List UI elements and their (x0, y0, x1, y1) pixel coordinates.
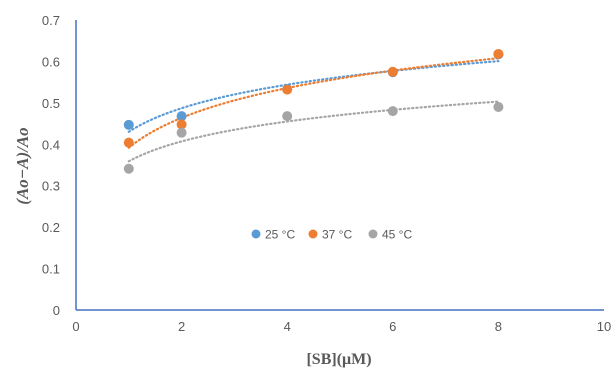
y-axis-title: (Ao−A)/Ao (13, 127, 32, 204)
data-point-series-2 (123, 137, 134, 148)
trendlines (127, 57, 500, 163)
data-point-series-2 (282, 84, 293, 95)
data-point-series-1 (123, 119, 134, 130)
y-tick-label: 0 (53, 303, 60, 318)
data-point-series-3 (123, 163, 134, 174)
data-point-series-2 (387, 66, 398, 77)
y-tick-label: 0.5 (42, 96, 60, 111)
y-tick-label: 0.6 (42, 54, 60, 69)
legend-marker-series-1 (251, 229, 261, 239)
legend-label: 25 °C (265, 228, 295, 242)
y-tick-label: 0.4 (42, 137, 60, 152)
trendline-series-2 (127, 57, 500, 149)
x-tick-label: 0 (72, 319, 79, 334)
data-points (123, 48, 504, 174)
legend-label: 37 °C (322, 228, 352, 242)
x-tick-label: 2 (178, 319, 185, 334)
data-point-series-3 (282, 111, 293, 122)
legend: 25 °C 37 °C 45 °C (251, 228, 412, 242)
x-tick-label: 6 (389, 319, 396, 334)
data-point-series-2 (493, 48, 504, 59)
y-tick-label: 0.7 (42, 13, 60, 28)
y-tick-label: 0.3 (42, 179, 60, 194)
y-tick-label: 0.2 (42, 220, 60, 235)
axes: 0 2 4 6 8 10 0 0.1 0.2 0.3 0.4 0.5 0.6 0.7 (42, 13, 611, 334)
trendline-series-3 (127, 100, 500, 163)
data-point-series-3 (493, 102, 504, 112)
x-tick-label: 8 (495, 319, 502, 334)
data-point-series-2 (176, 119, 187, 130)
legend-marker-series-2 (308, 229, 318, 239)
x-axis-title: [SB](μM) (306, 351, 371, 368)
x-tick-label: 4 (284, 319, 291, 334)
data-point-series-3 (176, 127, 187, 138)
legend-label: 45 °C (382, 228, 412, 242)
legend-marker-series-3 (368, 229, 378, 239)
x-tick-label: 10 (597, 319, 611, 334)
y-tick-label: 0.1 (42, 262, 60, 277)
trendline-series-1 (127, 60, 500, 133)
data-point-series-3 (387, 106, 398, 117)
data-point-series-1 (176, 111, 187, 122)
